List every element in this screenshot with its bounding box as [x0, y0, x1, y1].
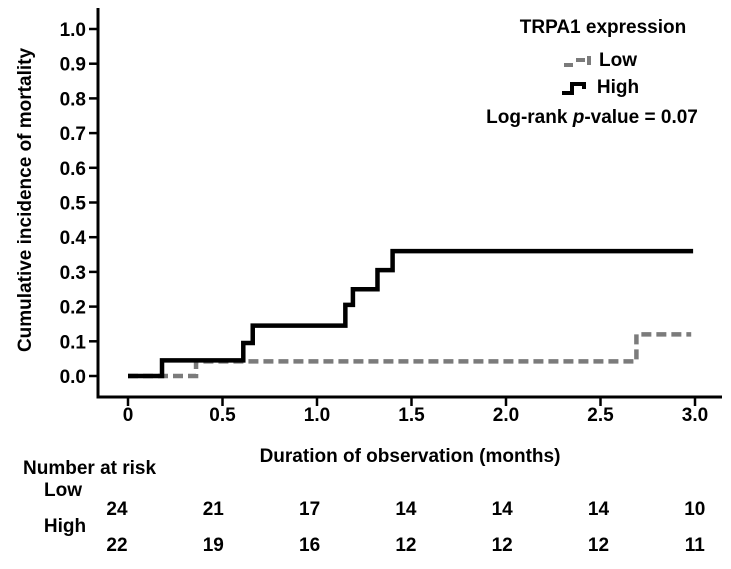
curve-low	[128, 332, 692, 379]
legend-entry-high: High	[460, 77, 731, 98]
x-tick-label: 2.0	[493, 405, 519, 426]
high-curve-swatch-icon	[561, 82, 586, 95]
plot-area: 0.0 0.1 0.2 0.3 0.4 0.5 0.6 0.7 0.8 0.9 1.0 0 0.5 1.0…	[60, 8, 722, 426]
x-tick-label: 3.0	[682, 405, 708, 426]
x-tick-label: 1.0	[304, 405, 330, 426]
y-tick-label: 0.5	[60, 194, 87, 215]
risk-count-low-6: 10	[684, 499, 706, 520]
risk-count-low-5: 14	[587, 499, 610, 520]
legend-label-high: High	[596, 77, 640, 98]
x-tick-label: 1.5	[398, 405, 425, 426]
risk-count-high-4: 12	[491, 535, 513, 556]
y-tick-label: 0.4	[60, 228, 87, 249]
risk-count-high-5: 12	[587, 535, 610, 556]
risk-row-label-high: High	[43, 516, 87, 537]
y-tick-label: 0.9	[60, 55, 86, 76]
x-tick-label: 2.5	[587, 405, 614, 426]
x-axis-title: Duration of observation (months)	[259, 446, 561, 467]
legend-label-low: Low	[599, 50, 637, 71]
risk-count-high-3: 12	[395, 535, 417, 556]
curve-high	[128, 248, 694, 379]
logrank-annotation: Log-rank p-value = 0.07	[442, 107, 731, 129]
y-tick-label: 0.1	[60, 332, 87, 353]
low-curve-swatch-icon	[564, 56, 591, 67]
y-tick-label: 0.6	[60, 159, 86, 180]
risk-row-label-low: Low	[44, 480, 82, 501]
risk-count-low-0: 24	[106, 499, 128, 520]
risk-count-high-6: 11	[684, 535, 705, 556]
x-tick-label: 0	[123, 405, 134, 426]
risk-count-low-2: 17	[299, 499, 321, 520]
legend-title: TRPA1 expression	[519, 17, 687, 38]
risk-count-low-4: 14	[491, 499, 513, 520]
y-tick-label: 1.0	[60, 20, 86, 41]
logrank-prefix: Log-rank	[486, 107, 573, 128]
y-tick-label: 0.7	[60, 124, 86, 145]
risk-count-low-1: 21	[202, 499, 224, 520]
y-tick-label: 0.2	[60, 298, 86, 319]
risk-count-high-2: 16	[299, 535, 321, 556]
risk-count-high-0: 22	[106, 535, 128, 556]
x-tick-label: 0.5	[209, 405, 236, 426]
logrank-suffix: -value = 0.07	[584, 107, 698, 128]
legend-entry-low: Low	[460, 50, 731, 71]
risk-count-high-1: 19	[202, 535, 224, 556]
y-tick-label: 0.3	[60, 263, 86, 284]
y-tick-label: 0.0	[60, 367, 86, 388]
risk-table-header: Number at risk	[23, 458, 157, 479]
logrank-p-symbol: p	[572, 107, 585, 128]
y-tick-label: 0.8	[60, 89, 86, 110]
risk-count-low-3: 14	[395, 499, 417, 520]
y-axis-title: Cumulative incidence of mortality	[15, 47, 36, 353]
